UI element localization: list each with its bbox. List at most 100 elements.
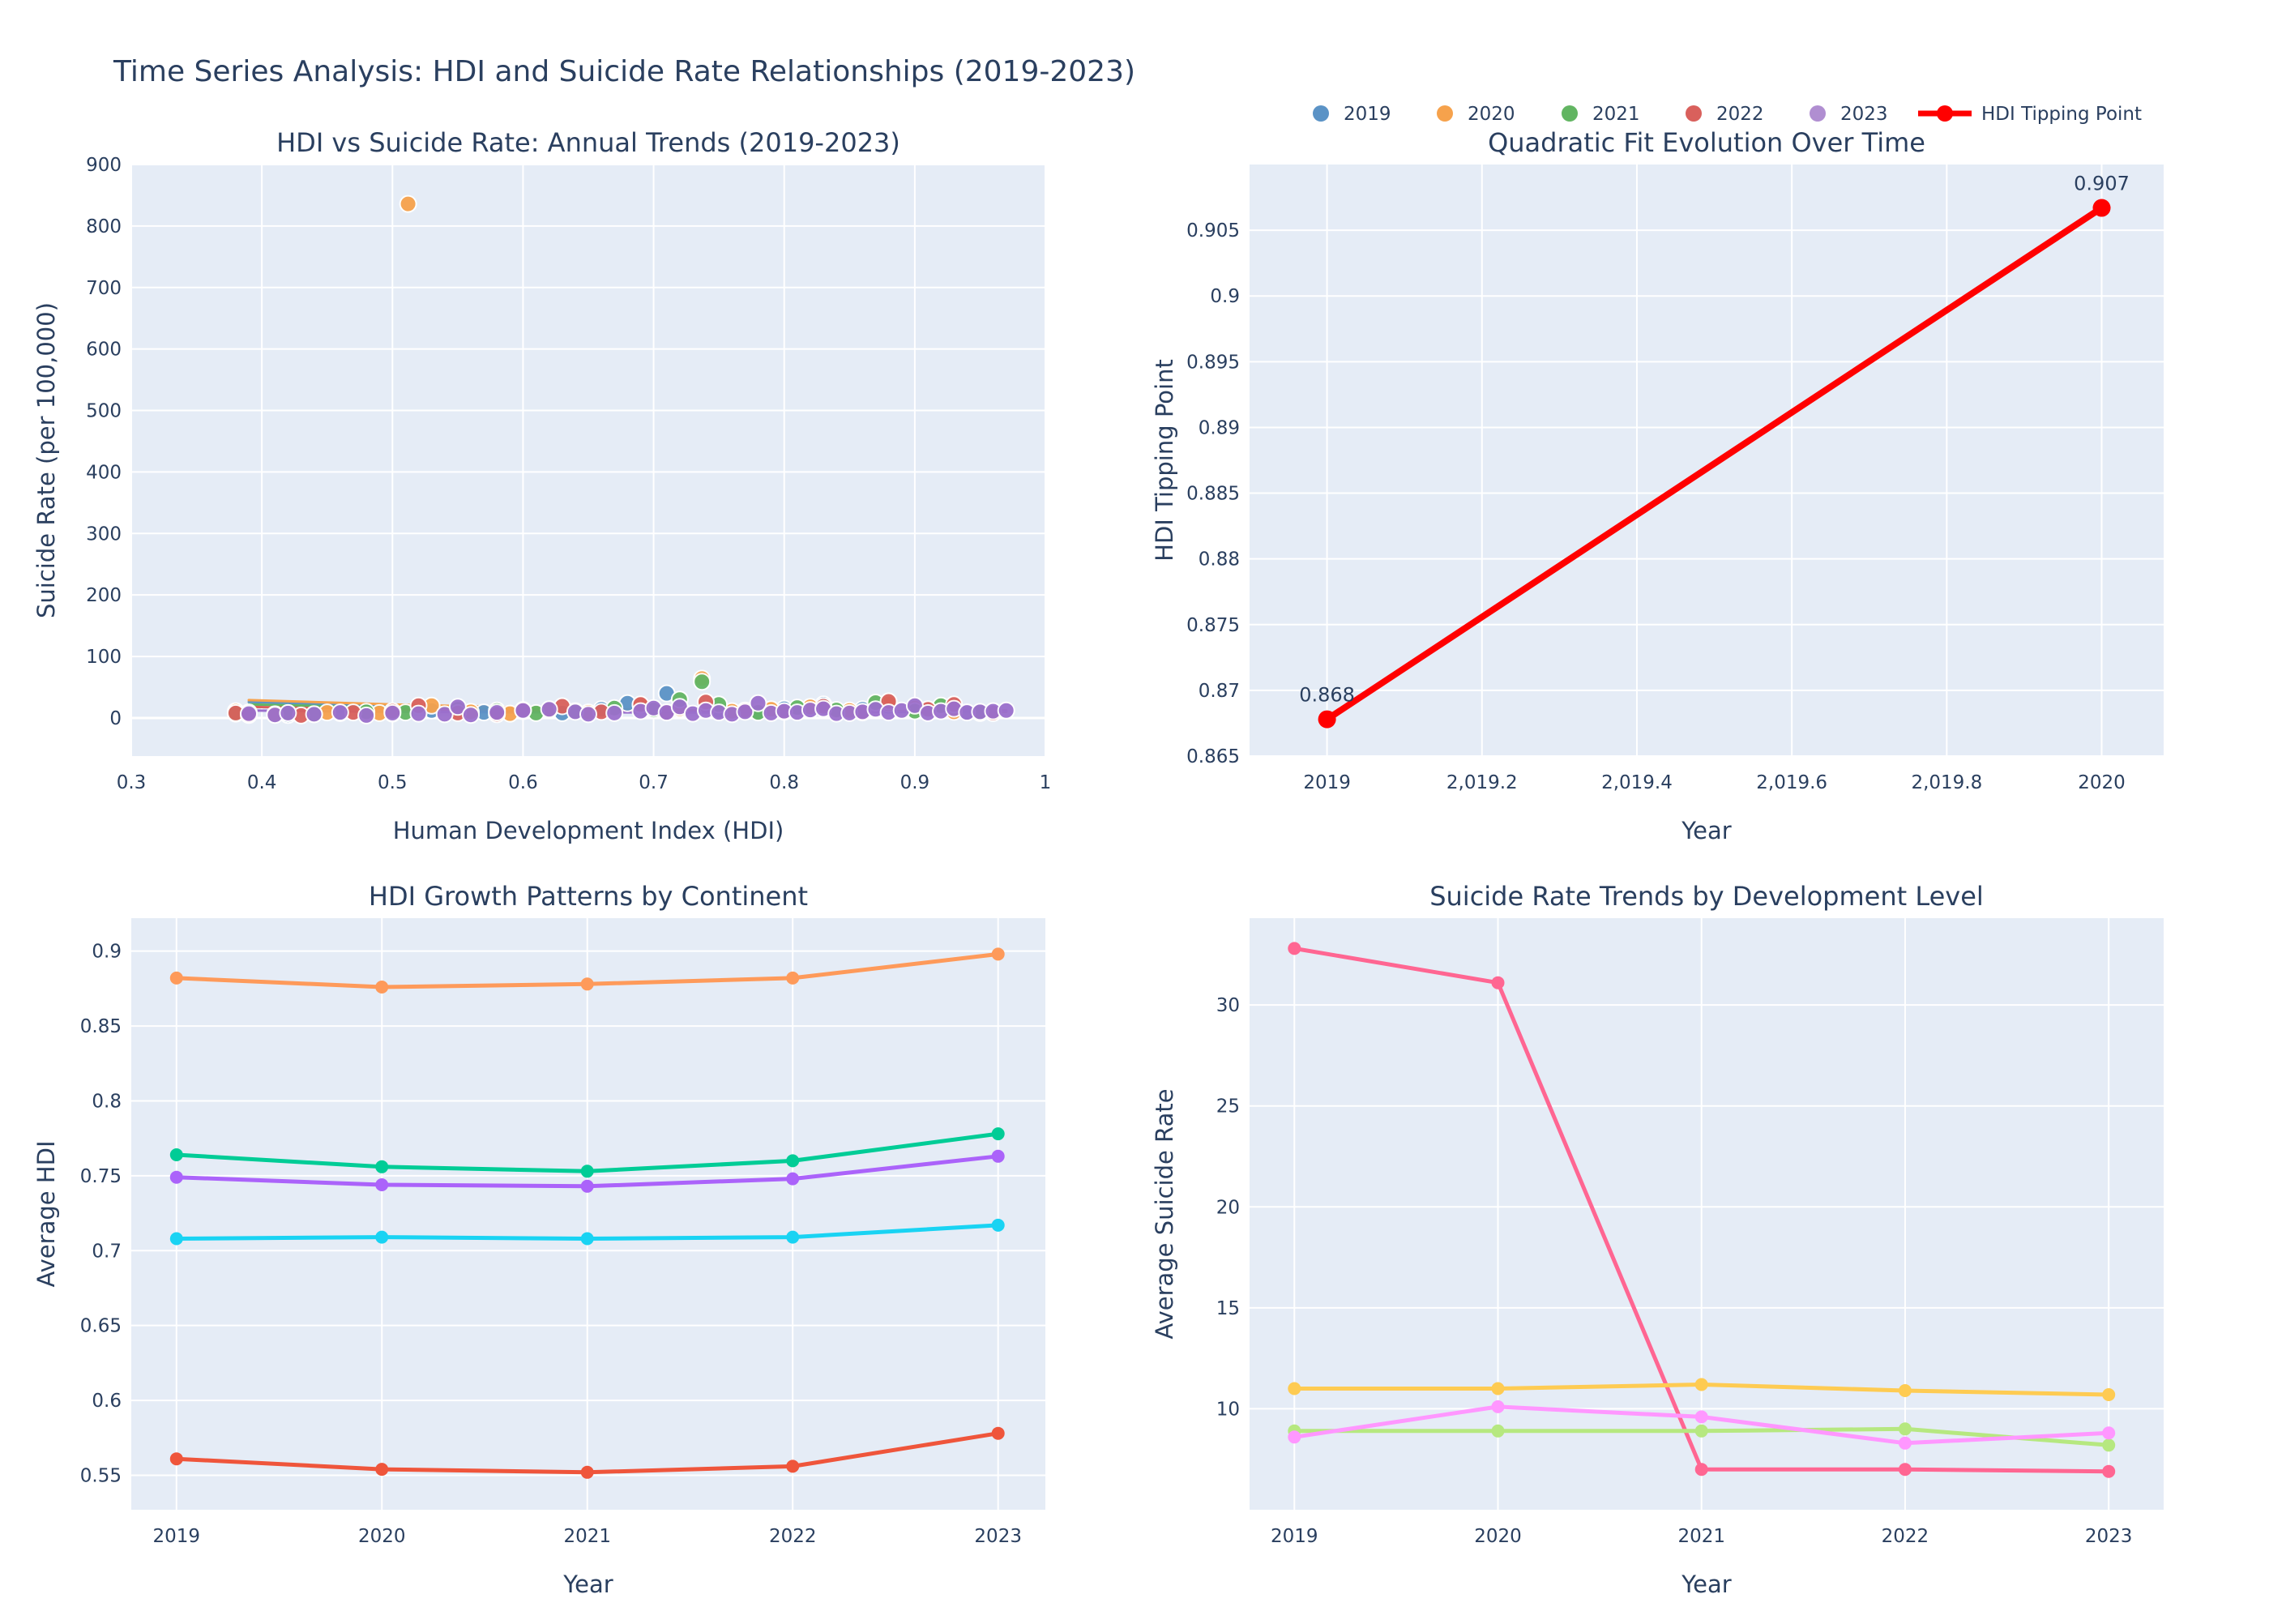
series-point-4 [580,1465,594,1479]
legend-item-hdi-tipping-point[interactable]: HDI Tipping Point [1918,104,2142,125]
y-tick-label: 0.87 [1199,681,1240,702]
series-point-3 [1288,1430,1301,1444]
y-tick-label: 0 [109,708,122,729]
plot-background [1250,165,2164,756]
series-point-4 [169,1452,183,1466]
scatter-point-2023 [305,705,323,724]
series-point-3 [580,1232,594,1246]
series-point-3 [1898,1436,1912,1450]
y-tick-label: 0.9 [1210,286,1240,307]
x-tick-label: 2022 [1882,1526,1929,1547]
x-axis-title: Human Development Index (HDI) [393,817,784,844]
series-point-tipping-point [1318,710,1336,729]
panel-title: Suicide Rate Trends by Development Level [1429,881,1984,912]
scatter-point-2023 [331,703,349,722]
y-axis-title: Suicide Rate (per 100,000) [32,302,60,618]
panel-title: Quadratic Fit Evolution Over Time [1488,127,1925,158]
y-tick-label: 500 [86,401,122,422]
y-tick-label: 0.885 [1186,484,1240,505]
legend-label: HDI Tipping Point [1981,104,2142,125]
series-point-1 [991,1127,1005,1141]
scatter-point-2023 [997,701,1015,720]
legend-swatch-marker [1686,105,1702,122]
y-tick-label: 400 [86,462,122,483]
series-point-0 [2102,1464,2116,1478]
series-line-tipping-point [1323,204,2105,723]
x-tick-label: 0.6 [508,772,538,793]
scatter-point-2023 [462,706,480,724]
series-point-1 [1898,1384,1912,1397]
legend-item-2019[interactable]: 2019 [1313,104,1391,125]
legend-label: 2021 [1592,104,1640,125]
legend-item-2021[interactable]: 2021 [1562,104,1640,125]
legend-label: 2023 [1840,104,1888,125]
x-tick-label: 2,019.2 [1446,772,1518,793]
x-tick-label: 2019 [1303,772,1351,793]
x-tick-label: 2020 [1474,1526,1522,1547]
scatter-point-2023 [435,705,454,724]
y-tick-label: 0.65 [80,1316,122,1337]
x-tick-label: 2019 [1271,1526,1318,1547]
panel-suicide-trends-by-development: 2019 2020 2021 2022 2023 10 15 20 25 30 Suicide Ra… [1151,881,2164,1598]
plot-background [131,918,1045,1510]
series-point-2 [580,1179,594,1193]
series-point-3 [786,1230,800,1244]
series-point-tipping-point [2092,199,2111,217]
plot-background [1250,918,2164,1510]
legend-item-2020[interactable]: 2020 [1437,104,1515,125]
x-axis-title: Year [562,1571,613,1598]
y-tick-label: 0.875 [1186,615,1240,636]
series-point-3 [1694,1410,1708,1424]
x-tick-label: 2021 [1677,1526,1725,1547]
y-tick-label: 0.905 [1186,220,1240,241]
series-point-0 [1898,1463,1912,1477]
scatter-point-2023 [383,703,402,722]
series-point-4 [375,1463,389,1477]
series-point-2 [991,1149,1005,1163]
series-point-4 [786,1459,800,1473]
scatter-point-2021 [693,673,711,691]
series-point-0 [580,977,594,991]
plot-background [131,165,1045,756]
y-tick-label: 300 [86,524,122,545]
series-point-2 [375,1178,389,1191]
y-tick-label: 25 [1216,1096,1240,1118]
series-point-1 [786,1154,800,1168]
x-tick-label: 2023 [974,1526,1022,1547]
series-point-2 [169,1170,183,1184]
series-point-3 [2102,1426,2116,1440]
series-point-3 [1491,1400,1505,1413]
scatter-point-2023 [749,694,767,712]
y-tick-label: 10 [1216,1399,1240,1420]
legend-swatch-marker [1562,105,1578,122]
series-point-0 [375,981,389,994]
x-tick-label: 0.3 [117,772,147,793]
scatter-point-2020 [399,194,417,213]
y-tick-label: 0.895 [1186,352,1240,373]
series-point-0 [1491,976,1505,989]
y-tick-label: 100 [86,647,122,668]
data-label: 0.868 [1299,684,1355,707]
y-tick-label: 0.89 [1199,417,1240,438]
y-tick-label: 0.865 [1186,746,1240,767]
scatter-point-2023 [605,703,624,722]
series-point-1 [169,1148,183,1161]
x-tick-label: 2020 [2078,772,2126,793]
series-point-4 [991,1426,1005,1440]
legend-item-2023[interactable]: 2023 [1810,104,1888,125]
y-tick-label: 15 [1216,1298,1240,1319]
series-point-0 [1694,1463,1708,1477]
y-tick-label: 0.85 [80,1016,122,1037]
panel-quadratic-fit-evolution: 2019 2,019.2 2,019.4 2,019.6 2,019.8 2020 0.86… [1151,127,2164,844]
series-point-3 [375,1230,389,1244]
series-point-0 [1288,942,1301,955]
scatter-point-2023 [240,704,258,723]
legend-swatch-marker [1437,105,1453,122]
y-tick-label: 0.6 [92,1391,122,1412]
legend-item-2022[interactable]: 2022 [1686,104,1764,125]
scatter-point-2023 [448,698,467,716]
y-tick-label: 0.55 [80,1465,122,1486]
x-tick-label: 0.7 [639,772,669,793]
x-tick-label: 2021 [563,1526,611,1547]
y-tick-label: 20 [1216,1197,1240,1218]
